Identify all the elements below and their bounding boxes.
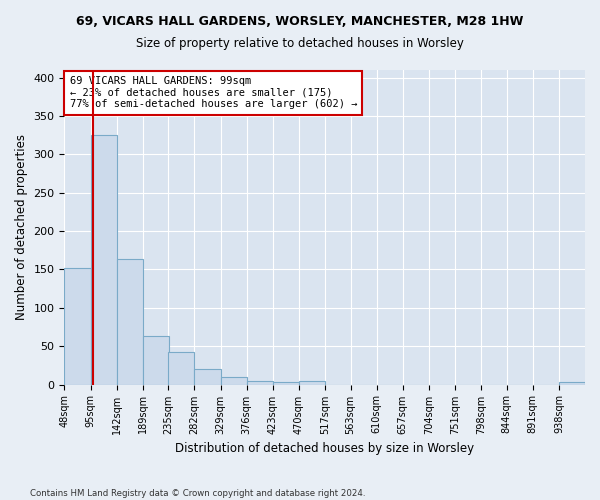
Bar <box>168 352 194 384</box>
Bar <box>221 377 247 384</box>
Bar <box>247 380 273 384</box>
Text: Contains HM Land Registry data © Crown copyright and database right 2024.: Contains HM Land Registry data © Crown c… <box>30 488 365 498</box>
X-axis label: Distribution of detached houses by size in Worsley: Distribution of detached houses by size … <box>175 442 474 455</box>
Bar <box>194 369 221 384</box>
Bar <box>559 382 585 384</box>
Text: 69, VICARS HALL GARDENS, WORSLEY, MANCHESTER, M28 1HW: 69, VICARS HALL GARDENS, WORSLEY, MANCHE… <box>76 15 524 28</box>
Text: Size of property relative to detached houses in Worsley: Size of property relative to detached ho… <box>136 38 464 51</box>
Bar <box>299 380 325 384</box>
Bar <box>273 382 299 384</box>
Bar <box>91 135 116 384</box>
Bar <box>116 258 143 384</box>
Bar <box>64 268 91 384</box>
Text: 69 VICARS HALL GARDENS: 99sqm
← 23% of detached houses are smaller (175)
77% of : 69 VICARS HALL GARDENS: 99sqm ← 23% of d… <box>70 76 357 110</box>
Y-axis label: Number of detached properties: Number of detached properties <box>15 134 28 320</box>
Bar <box>143 336 169 384</box>
